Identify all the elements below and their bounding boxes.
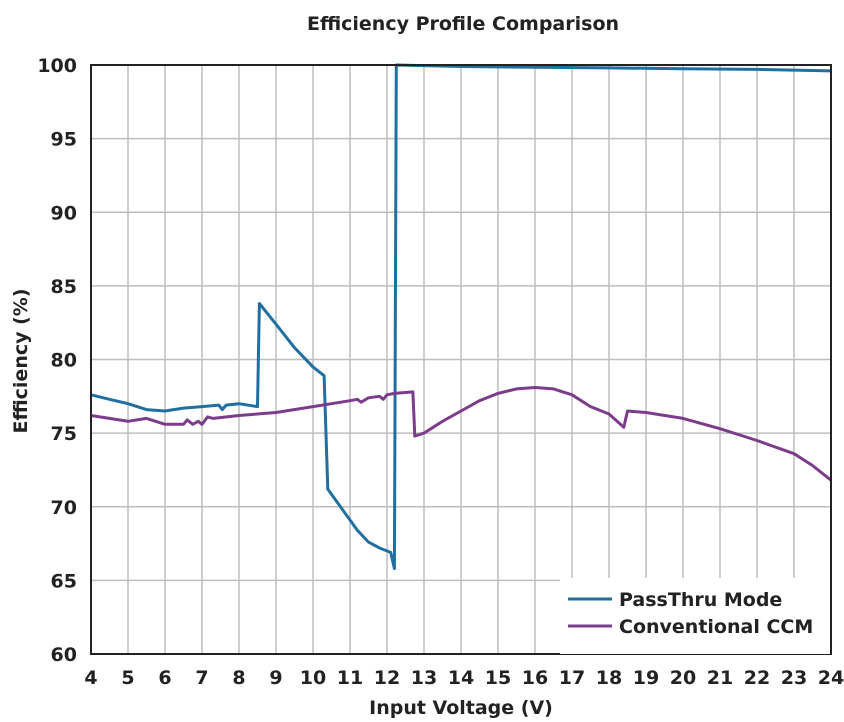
legend-box bbox=[560, 578, 830, 654]
x-tick-label: 8 bbox=[232, 667, 245, 689]
x-tick-label: 17 bbox=[559, 667, 585, 689]
x-tick-label: 22 bbox=[744, 667, 770, 689]
x-axis-title: Input Voltage (V) bbox=[369, 697, 553, 719]
x-tick-label: 11 bbox=[337, 667, 363, 689]
y-tick-label: 100 bbox=[37, 55, 77, 77]
x-tick-label: 24 bbox=[818, 667, 844, 689]
series-line-conventional-ccm bbox=[90, 386, 832, 482]
legend-label-passthru-mode: PassThru Mode bbox=[619, 589, 782, 611]
chart-title: Efficiency Profile Comparison bbox=[307, 13, 619, 35]
x-tick-label: 14 bbox=[448, 667, 474, 689]
x-tick-label: 7 bbox=[195, 667, 208, 689]
y-tick-label: 70 bbox=[51, 497, 77, 519]
y-tick-label: 85 bbox=[51, 276, 77, 298]
x-tick-label: 19 bbox=[633, 667, 659, 689]
y-axis-title: Efficiency (%) bbox=[10, 288, 32, 433]
x-tick-label: 15 bbox=[485, 667, 511, 689]
x-tick-label: 23 bbox=[781, 667, 807, 689]
legend: PassThru Mode Conventional CCM bbox=[560, 578, 830, 654]
y-tick-label: 80 bbox=[51, 350, 77, 372]
y-tick-label: 90 bbox=[51, 202, 77, 224]
x-tick-label: 9 bbox=[269, 667, 282, 689]
x-tick-label: 16 bbox=[522, 667, 548, 689]
series-line-passthru-mode bbox=[90, 63, 832, 571]
x-tick-label: 6 bbox=[158, 667, 171, 689]
x-tick-label: 5 bbox=[121, 667, 134, 689]
x-tick-label: 13 bbox=[411, 667, 437, 689]
y-tick-label: 65 bbox=[51, 570, 77, 592]
legend-label-conventional-ccm: Conventional CCM bbox=[619, 616, 813, 638]
tick-layer: 4 5 6 7 8 9 10 11 12 13 14 15 16 17 18 19 20 21 22 23 24 60 65… bbox=[37, 55, 844, 689]
y-tick-label: 95 bbox=[51, 129, 77, 151]
plot-frame bbox=[90, 64, 832, 655]
x-tick-label: 4 bbox=[84, 667, 97, 689]
grid-layer bbox=[90, 64, 832, 655]
series-layer bbox=[90, 63, 832, 571]
x-tick-label: 20 bbox=[670, 667, 696, 689]
y-tick-label: 60 bbox=[51, 644, 77, 666]
x-tick-label: 12 bbox=[374, 667, 400, 689]
x-tick-label: 21 bbox=[707, 667, 733, 689]
x-tick-label: 10 bbox=[300, 667, 326, 689]
x-tick-label: 18 bbox=[596, 667, 622, 689]
y-tick-label: 75 bbox=[51, 423, 77, 445]
